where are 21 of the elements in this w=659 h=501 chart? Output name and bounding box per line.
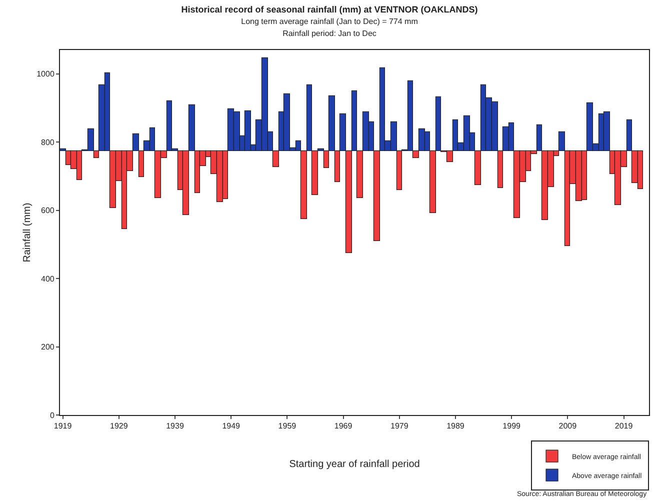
x-tick-label: 2019 bbox=[614, 422, 634, 431]
chart-subtitle: Long term average rainfall (Jan to Dec) = 774 mm Rainfall period: Jan to Dec bbox=[241, 17, 418, 38]
x-tick-label: 1959 bbox=[278, 422, 297, 431]
x-tick-label: 1969 bbox=[334, 422, 353, 431]
x-tick-label: 2009 bbox=[558, 422, 578, 431]
x-tick-label: 1979 bbox=[390, 422, 409, 431]
chart-title: Historical record of seasonal rainfall (mm) at VENTNOR (OAKLANDS) bbox=[181, 4, 478, 15]
x-tick-label: 1929 bbox=[110, 422, 128, 431]
x-axis-title: Starting year of rainfall period bbox=[289, 459, 420, 470]
y-tick-label: 800 bbox=[41, 138, 55, 147]
x-tick-label: 1949 bbox=[222, 422, 241, 431]
y-axis-title: Rainfall (mm) bbox=[22, 202, 33, 262]
x-tick-label: 1939 bbox=[166, 422, 184, 431]
y-tick-label: 200 bbox=[41, 342, 55, 352]
y-tick-label: 400 bbox=[41, 274, 55, 284]
y-tick-label: 1000 bbox=[36, 70, 55, 79]
x-tick-label: 1989 bbox=[446, 422, 465, 431]
y-tick-label: 600 bbox=[41, 206, 55, 216]
x-tick-label: 1919 bbox=[54, 422, 72, 431]
x-tick-label: 1999 bbox=[502, 422, 522, 431]
y-tick-label: 0 bbox=[50, 410, 55, 420]
